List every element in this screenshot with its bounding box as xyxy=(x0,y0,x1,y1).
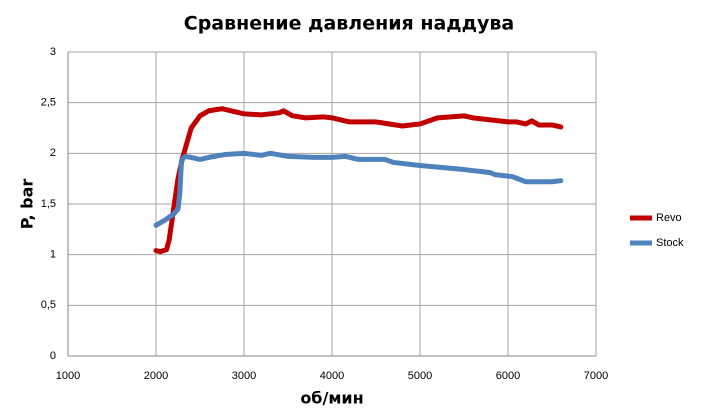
grid: 0 0,5 1 1,5 2 2,5 3 1000 2000 3000 4000 5000 6000 700… xyxy=(41,46,609,382)
x-tick-label: 6000 xyxy=(496,370,520,382)
legend: Revo Stock xyxy=(630,212,684,249)
y-tick-label: 0,5 xyxy=(41,299,56,311)
y-tick-label: 2,5 xyxy=(41,97,56,109)
legend-label: Stock xyxy=(656,237,684,249)
chart-title: Сравнение давления наддува xyxy=(184,13,514,35)
y-tick-label: 1,5 xyxy=(41,198,56,210)
x-tick-label: 5000 xyxy=(408,370,432,382)
legend-label: Revo xyxy=(656,212,682,224)
y-tick-label: 0 xyxy=(50,350,56,362)
x-tick-label: 3000 xyxy=(232,370,256,382)
x-axis-label: об/мин xyxy=(300,389,363,408)
x-tick-label: 2000 xyxy=(144,370,168,382)
series-line xyxy=(153,150,564,228)
y-tick-label: 2 xyxy=(50,147,56,159)
x-tick-label: 4000 xyxy=(320,370,344,382)
x-tick-label: 1000 xyxy=(56,370,80,382)
lines xyxy=(153,106,564,255)
x-tick-label: 7000 xyxy=(584,370,608,382)
y-axis-label: P, bar xyxy=(18,179,37,230)
y-tick-label: 1 xyxy=(50,249,56,261)
y-tick-label: 3 xyxy=(50,46,56,58)
series-line xyxy=(153,106,564,255)
